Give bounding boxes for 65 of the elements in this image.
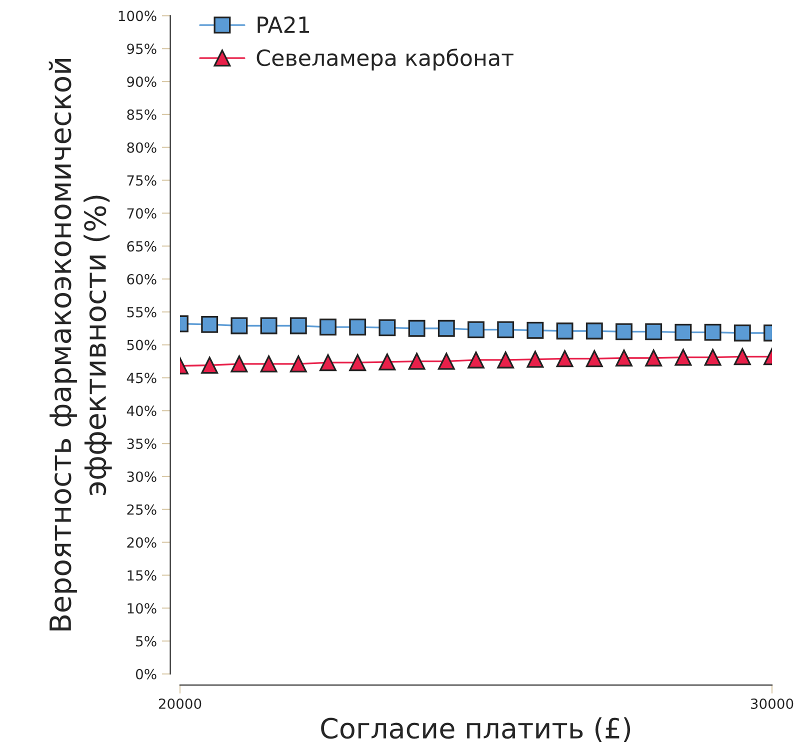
y-tick-label: 5%: [136, 636, 156, 647]
point: [201, 316, 218, 333]
point: [497, 351, 514, 368]
point: [556, 350, 574, 368]
point: [438, 320, 455, 337]
point: [556, 322, 574, 340]
point: [260, 355, 278, 372]
point: [526, 322, 544, 339]
point: [497, 321, 514, 338]
point: [290, 317, 307, 334]
point: [645, 323, 662, 340]
point: [349, 354, 366, 372]
legend-label: PA21: [258, 16, 309, 33]
y-tick-label: 30%: [127, 471, 156, 482]
y-tick-label: 50%: [127, 340, 156, 350]
point: [468, 321, 484, 338]
point: [616, 350, 632, 366]
y-tick-label: 10%: [128, 603, 156, 614]
point: [586, 322, 603, 340]
y-tick-label: 65%: [127, 241, 156, 252]
x-tick-label: 30000: [750, 698, 794, 710]
y-tick-label: 55%: [127, 306, 156, 318]
legend-label: Севеламера карбонат: [256, 48, 514, 70]
point: [674, 324, 692, 341]
y-tick-label: 85%: [127, 109, 156, 120]
y-tick-label: 15%: [128, 570, 156, 581]
point: [674, 348, 692, 366]
point: [526, 350, 544, 368]
y-tick-label: 25%: [127, 504, 156, 515]
point: [349, 318, 366, 336]
point: [734, 348, 751, 366]
y-tick-label: 45%: [126, 372, 156, 384]
y-tick-label: 60%: [127, 274, 156, 284]
y-tick-label: 90%: [127, 76, 156, 88]
point: [408, 320, 426, 337]
point: [260, 317, 278, 334]
point: [230, 355, 248, 372]
point: [320, 318, 336, 336]
point: [320, 354, 336, 372]
x-tick-label: 20000: [158, 698, 202, 710]
point: [378, 319, 396, 336]
point: [438, 352, 455, 370]
y-tick-label: 75%: [127, 175, 156, 186]
y-tick-label: 0%: [136, 668, 156, 680]
y-tick-label: 95%: [127, 44, 156, 54]
point: [645, 350, 662, 366]
point: [290, 355, 307, 372]
point: [616, 323, 632, 340]
y-tick-label: 20%: [127, 537, 156, 548]
y-tick-label: 40%: [126, 406, 156, 416]
point: [201, 356, 218, 374]
y-tick-label: 80%: [127, 142, 156, 153]
point: [378, 353, 396, 370]
point: [468, 351, 484, 368]
y-tick-label: 35%: [127, 438, 156, 450]
x-axis-title: Согласие платить (£): [321, 717, 630, 742]
point: [586, 350, 603, 368]
y-tick-label: 100%: [118, 10, 156, 22]
point: [734, 324, 751, 342]
point: [408, 352, 426, 370]
point: [704, 324, 722, 341]
y-tick-label: 70%: [127, 208, 156, 219]
point: [704, 348, 722, 366]
y-axis-title: Вероятность фармакоэкономической эффективности (%): [48, 59, 112, 630]
point: [230, 317, 248, 334]
